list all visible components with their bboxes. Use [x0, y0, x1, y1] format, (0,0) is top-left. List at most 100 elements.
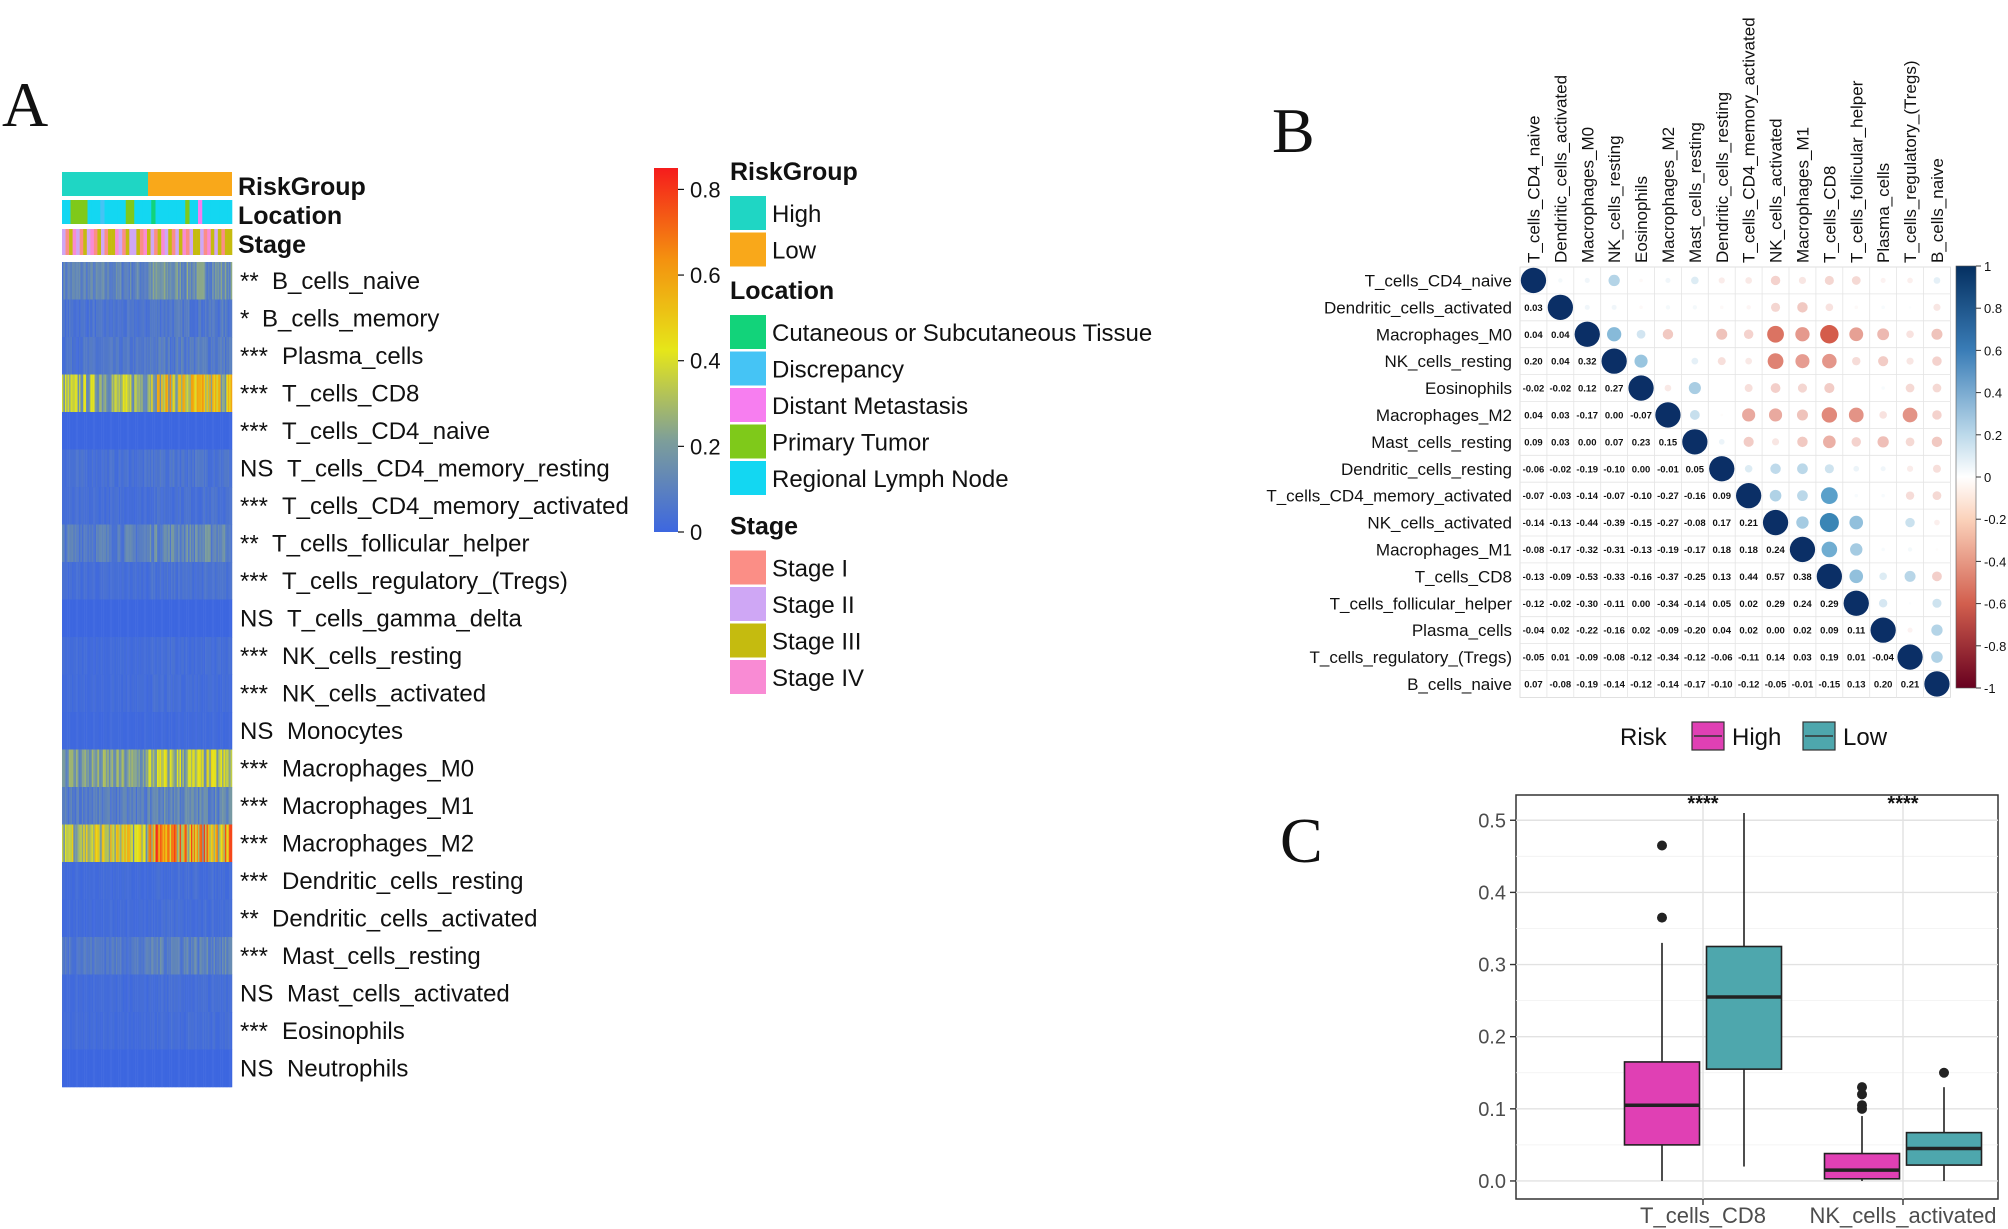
heatmap-cell — [159, 637, 162, 675]
row-significance: NS — [240, 1055, 273, 1082]
corr-colorbar-tick-label: 1 — [1984, 259, 1991, 274]
heatmap-cell — [200, 824, 203, 863]
heatmap-cell — [169, 487, 172, 525]
heatmap-cell — [100, 374, 102, 413]
heatmap-cell — [215, 412, 217, 450]
heatmap-cell — [145, 787, 148, 825]
heatmap-cell — [108, 412, 111, 450]
heatmap-cell — [125, 974, 128, 1013]
heatmap-cell — [141, 449, 143, 488]
heatmap-cell — [209, 787, 211, 825]
heatmap-cell — [71, 562, 74, 600]
corr-value: -0.37 — [1657, 572, 1679, 583]
stage-segment — [178, 229, 183, 255]
corr-circle — [1743, 329, 1754, 339]
heatmap-cell — [219, 299, 221, 338]
heatmap-cell — [127, 337, 129, 375]
stage-segment — [203, 229, 208, 255]
heatmap-cell — [216, 787, 219, 825]
heatmap-cell — [209, 637, 211, 675]
heatmap-cell — [88, 787, 91, 825]
heatmap-cell — [213, 262, 216, 300]
heatmap-cell — [172, 412, 175, 450]
heatmap-cell — [186, 599, 189, 638]
corr-value: 0.02 — [1551, 626, 1570, 637]
heatmap-cell — [171, 412, 173, 450]
heatmap-cell — [113, 637, 115, 675]
heatmap-cell — [145, 712, 148, 750]
heatmap-cell — [196, 449, 199, 488]
heatmap-cell — [77, 637, 80, 675]
heatmap-cell — [125, 749, 128, 788]
corr-circle — [1608, 274, 1620, 287]
heatmap-cell — [144, 1012, 146, 1050]
heatmap-cell — [120, 524, 122, 563]
heatmap-cell — [138, 374, 141, 413]
heatmap-cell — [161, 637, 163, 675]
heatmap-cell — [185, 412, 187, 450]
corr-circle — [1932, 410, 1942, 420]
heatmap-cell — [198, 599, 200, 638]
heatmap-cell — [222, 712, 224, 750]
heatmap-cell — [141, 374, 143, 413]
heatmap-cell — [96, 712, 98, 750]
corr-row-labels: T_cells_CD4_naiveDendritic_cells_activat… — [1266, 271, 1512, 694]
heatmap-cell — [229, 1012, 231, 1050]
heatmap-cell — [149, 449, 152, 488]
heatmap-cell — [114, 1049, 117, 1088]
heatmap-cell — [147, 899, 149, 938]
corr-value: 0.12 — [1578, 384, 1597, 395]
heatmap-cell — [168, 412, 170, 450]
heatmap-cell — [171, 899, 173, 938]
corr-column-label: T_cells_CD4_memory_activated — [1740, 17, 1759, 263]
heatmap-cell — [107, 524, 109, 563]
heatmap-cell — [103, 599, 105, 638]
heatmap-cell — [212, 337, 214, 375]
heatmap-cell — [87, 787, 90, 825]
heatmap-cell — [137, 637, 139, 675]
heatmap-cell — [142, 262, 145, 300]
corr-value: -0.08 — [1523, 545, 1545, 556]
stage-segment — [228, 229, 233, 255]
heatmap-cell — [111, 674, 114, 713]
heatmap-cell — [118, 1012, 121, 1050]
heatmap-cell — [132, 862, 135, 900]
heatmap-cell — [159, 899, 162, 938]
heatmap-cell — [138, 824, 141, 863]
corr-circle — [1906, 330, 1914, 339]
colorbar-tick-label: 0 — [690, 520, 702, 545]
heatmap-cell — [145, 674, 148, 713]
heatmap-cell — [84, 749, 87, 788]
heatmap-cell — [148, 337, 151, 375]
heatmap-cell — [147, 449, 149, 488]
corr-row-label: Dendritic_cells_resting — [1341, 460, 1512, 479]
heatmap-cell — [192, 449, 194, 488]
heatmap-cell — [149, 1012, 152, 1050]
heatmap-cell — [98, 412, 101, 450]
heatmap-cell — [200, 937, 203, 975]
heatmap-cell — [195, 862, 197, 900]
heatmap-cell — [107, 562, 109, 600]
heatmap-cell — [207, 374, 210, 413]
heatmap-cell — [186, 337, 189, 375]
heatmap-cell — [115, 449, 118, 488]
heatmap-cell — [199, 824, 202, 863]
heatmap-cell — [205, 337, 207, 375]
heatmap-cell — [164, 637, 166, 675]
location-segment — [74, 200, 80, 224]
heatmap-cell — [118, 674, 121, 713]
heatmap-cell — [207, 974, 210, 1013]
heatmap-cell — [135, 449, 138, 488]
heatmap-cell — [224, 637, 227, 675]
heatmap-cell — [179, 974, 182, 1013]
corr-value: 0.24 — [1766, 545, 1785, 556]
heatmap-cell — [189, 412, 192, 450]
heatmap-cell — [71, 674, 74, 713]
corr-colorbar-tick-label: 0.2 — [1984, 428, 2002, 443]
stage-segment — [132, 229, 137, 255]
heatmap-cell — [138, 862, 141, 900]
location-segment — [121, 200, 127, 224]
heatmap-cell — [203, 412, 206, 450]
heatmap-cell — [185, 862, 187, 900]
y-tick-label: 0.4 — [1478, 882, 1506, 904]
